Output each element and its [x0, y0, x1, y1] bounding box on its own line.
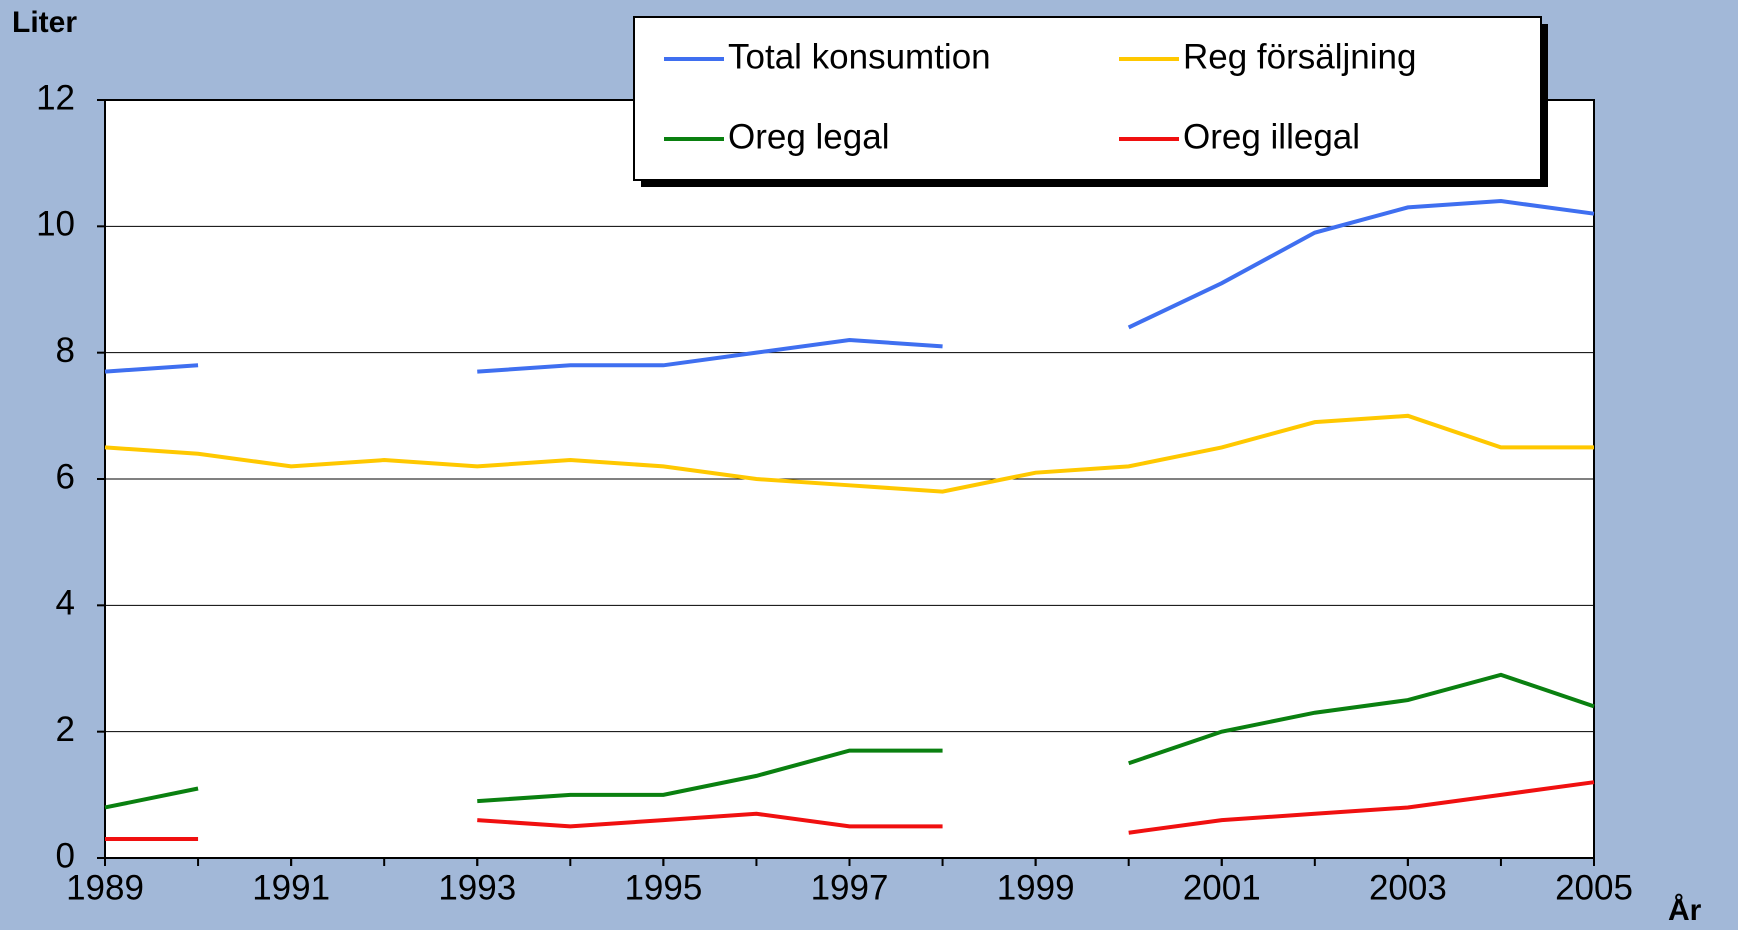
series-line: [104, 363, 199, 374]
legend-label: Reg försäljning: [1183, 37, 1416, 76]
x-tick-label: 2001: [1183, 868, 1261, 907]
x-tick-label: 1991: [252, 868, 330, 907]
series-line: [477, 811, 943, 829]
y-tick-label: 2: [56, 710, 75, 749]
y-tick-label: 12: [36, 78, 75, 117]
y-axis-label: Liter: [12, 6, 77, 39]
series-line: [477, 338, 943, 374]
y-tick-label: 4: [56, 584, 75, 623]
legend: [633, 16, 1542, 181]
series-line: [104, 413, 1594, 494]
series-line: [477, 748, 943, 804]
x-tick-label: 1995: [624, 868, 702, 907]
series-line: [1128, 672, 1595, 766]
x-tick-label: 2003: [1369, 868, 1447, 907]
x-tick-label: 1997: [811, 868, 889, 907]
legend-label: Oreg illegal: [1183, 117, 1360, 156]
x-tick-label: 2005: [1555, 868, 1633, 907]
x-tick-label: 1993: [438, 868, 516, 907]
legend-label: Oreg legal: [728, 117, 889, 156]
x-tick-label: 1999: [997, 868, 1075, 907]
series-line: [104, 786, 199, 810]
y-tick-label: 6: [56, 457, 75, 496]
y-tick-label: 8: [56, 331, 75, 370]
series-line: [1128, 780, 1595, 835]
y-tick-label: 10: [36, 205, 75, 244]
legend-label: Total konsumtion: [728, 37, 991, 76]
x-axis-label: År: [1668, 894, 1702, 927]
x-tick-label: 1989: [66, 868, 144, 907]
y-tick-label: 0: [56, 836, 75, 875]
series-line: [1127, 199, 1595, 330]
